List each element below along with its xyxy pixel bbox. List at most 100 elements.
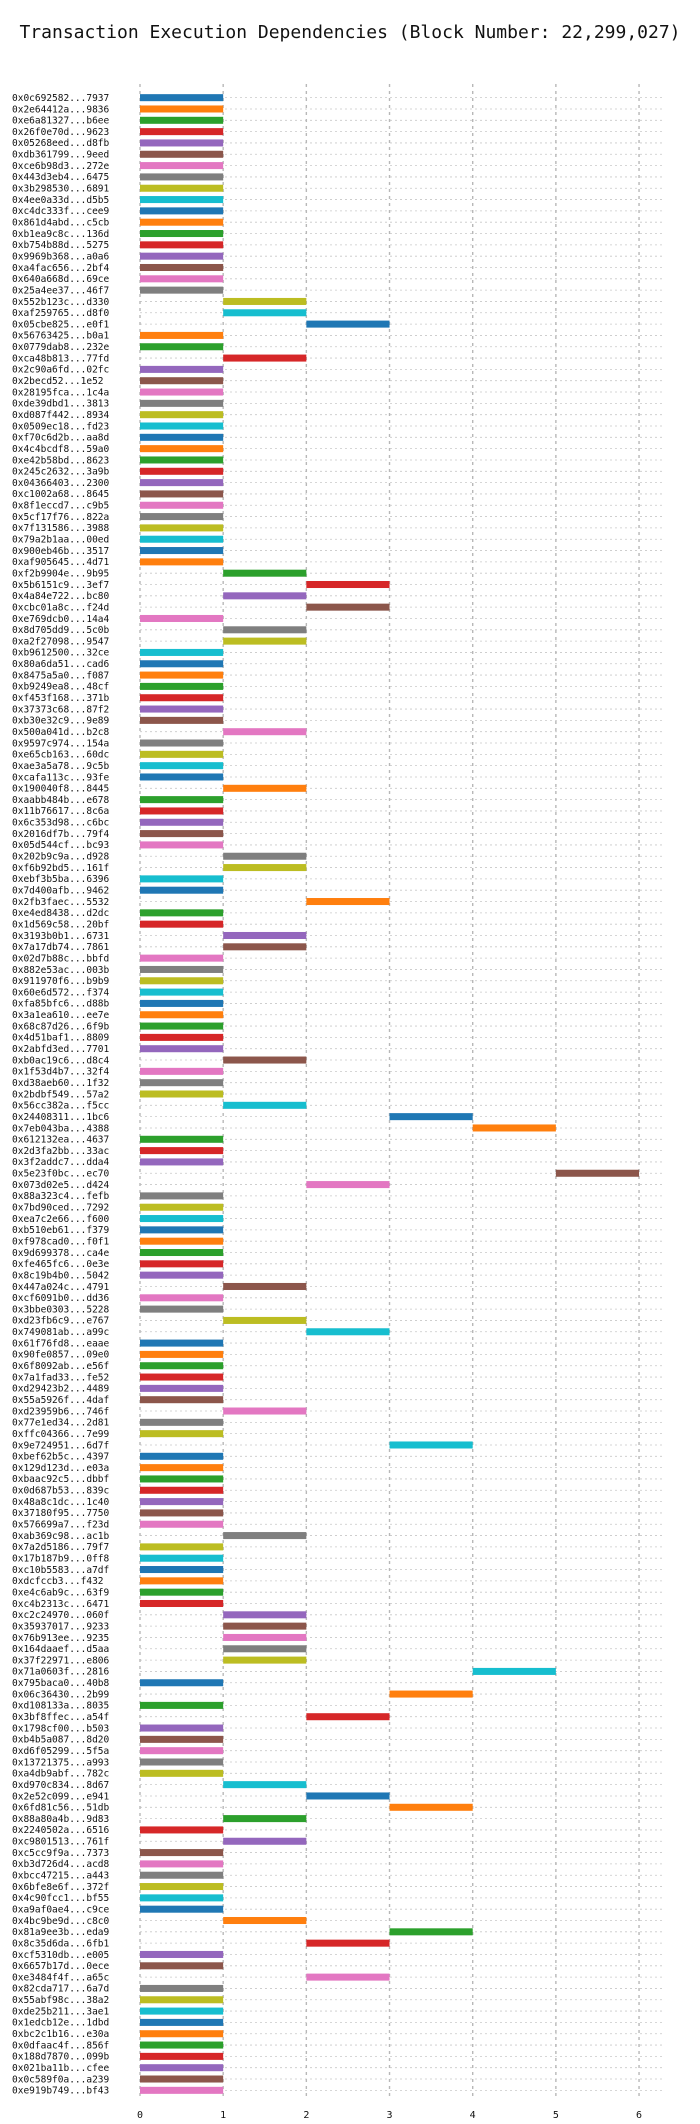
bar-3	[140, 128, 224, 136]
tx-label-75: 0x7a17db74...7861	[12, 942, 110, 953]
tx-label-125: 0x37180f95...7750	[12, 1508, 110, 1519]
tx-label-99: 0xea7c2e66...f600	[12, 1214, 110, 1225]
bar-46	[140, 614, 224, 622]
tx-label-5: 0xdb361799...9eed	[12, 150, 109, 161]
bar-169	[140, 2007, 224, 2015]
bar-92	[140, 1135, 224, 1143]
tx-label-27: 0xde39dbd1...3813	[12, 399, 109, 410]
bar-34	[140, 479, 224, 487]
bar-79	[140, 988, 224, 996]
tx-label-138: 0x37f22971...e806	[12, 1655, 110, 1666]
bar-135	[223, 1622, 307, 1630]
tx-label-87: 0xd38aeb60...1f32	[12, 1078, 109, 1089]
bar-173	[140, 2052, 224, 2060]
tx-label-4: 0x05268eed...d8fb	[12, 138, 110, 149]
tx-label-134: 0xc2c24970...060f	[12, 1610, 109, 1621]
tx-label-50: 0x80a6da51...cad6	[12, 659, 110, 670]
bar-99	[140, 1215, 224, 1223]
x-tick-0: 0	[137, 2110, 143, 2121]
bar-5	[140, 150, 224, 158]
bar-98	[140, 1203, 224, 1211]
tx-label-8: 0x3b298530...6891	[12, 184, 110, 195]
bar-9	[140, 196, 224, 204]
tx-label-38: 0x7f131586...3988	[12, 523, 110, 534]
tx-label-22: 0x0779dab8...232e	[12, 342, 110, 353]
tx-label-6: 0xce6b98d3...272e	[12, 161, 110, 172]
bar-116	[223, 1407, 307, 1415]
bar-119	[389, 1441, 473, 1449]
tx-label-152: 0x88a80a4b...9d83	[12, 1814, 109, 1825]
bar-165	[140, 1962, 224, 1970]
tx-label-154: 0xc9801513...761f	[12, 1837, 109, 1848]
tx-label-164: 0xcf5310db...e005	[12, 1950, 109, 1961]
bar-52	[140, 682, 224, 690]
bar-125	[140, 1509, 224, 1517]
bar-6	[140, 162, 224, 170]
tx-label-11: 0x861d4abd...c5cb	[12, 218, 110, 229]
bar-113	[140, 1373, 224, 1381]
tx-label-15: 0xa4fac656...2bf4	[12, 263, 110, 274]
tx-label-145: 0xb4b5a087...8d20	[12, 1735, 110, 1746]
bar-110	[140, 1339, 224, 1347]
bar-170	[140, 2018, 224, 2026]
bar-48	[223, 637, 307, 645]
bar-10	[140, 207, 224, 215]
tx-label-67: 0x202b9c9a...d928	[12, 852, 110, 863]
bar-60	[140, 773, 224, 781]
bar-69	[140, 875, 224, 883]
tx-label-10: 0xc4dc333f...cee9	[12, 206, 110, 217]
bar-102	[140, 1248, 224, 1257]
tx-label-19: 0xaf259765...d8f0	[12, 308, 110, 319]
bar-159	[140, 1894, 224, 1902]
tx-label-66: 0x05d544cf...bc93	[12, 840, 109, 851]
tx-label-12: 0xb1ea9c8c...136d	[12, 229, 109, 240]
bar-17	[140, 286, 224, 294]
bar-39	[140, 535, 224, 543]
tx-label-102: 0x9d699378...ca4e	[12, 1248, 110, 1259]
bar-51	[140, 671, 224, 679]
bar-0	[140, 94, 224, 102]
tx-label-121: 0x129d123d...e03a	[12, 1463, 109, 1474]
tx-label-142: 0xd108133a...8035	[12, 1701, 109, 1712]
bar-38	[140, 524, 224, 532]
tx-label-126: 0x576699a7...f23d	[12, 1520, 109, 1531]
tx-label-166: 0xe3484f4f...a65c	[12, 1972, 109, 1983]
bar-101	[140, 1237, 224, 1245]
tx-label-112: 0x6f8092ab...e56f	[12, 1361, 109, 1372]
bar-32	[140, 456, 224, 464]
tx-label-39: 0x79a2b1aa...00ed	[12, 535, 109, 546]
bar-20	[306, 320, 390, 328]
bar-28	[140, 411, 224, 419]
tx-label-103: 0xfe465fc6...0e3e	[12, 1259, 110, 1270]
bar-41	[140, 558, 224, 566]
bar-134	[223, 1611, 307, 1619]
tx-label-100: 0xb510eb61...f379	[12, 1225, 110, 1236]
bar-63	[140, 807, 224, 815]
bar-61	[223, 784, 307, 792]
tx-label-146: 0xd6f05299...5f5a	[12, 1746, 109, 1757]
bar-49	[140, 648, 224, 656]
bar-25	[140, 377, 224, 385]
bar-22	[140, 343, 224, 351]
bar-37	[140, 513, 224, 521]
bar-144	[140, 1724, 224, 1732]
tx-label-135: 0x35937017...9233	[12, 1621, 109, 1632]
bar-106	[140, 1294, 224, 1302]
x-tick-6: 6	[636, 2110, 642, 2121]
bar-152	[223, 1815, 307, 1823]
bar-136	[223, 1633, 307, 1641]
tx-label-131: 0xdcfccb3...f432	[12, 1576, 104, 1587]
bar-91	[472, 1124, 556, 1132]
tx-label-45: 0xcbc01a8c...f24d	[12, 602, 109, 613]
bar-80	[140, 999, 224, 1007]
bar-166	[306, 1973, 390, 1981]
bar-56	[223, 728, 307, 736]
x-tick-3: 3	[387, 2110, 393, 2121]
tx-label-115: 0x55a5926f...4daf	[12, 1395, 109, 1406]
tx-label-169: 0xde25b211...3ae1	[12, 2006, 110, 2017]
tx-label-14: 0x9969b368...a0a6	[12, 251, 110, 262]
bar-54	[140, 705, 224, 713]
tx-label-7: 0x443d3eb4...6475	[12, 172, 109, 183]
x-tick-5: 5	[553, 2110, 559, 2121]
tx-label-37: 0x5cf17f76...822a	[12, 512, 109, 523]
